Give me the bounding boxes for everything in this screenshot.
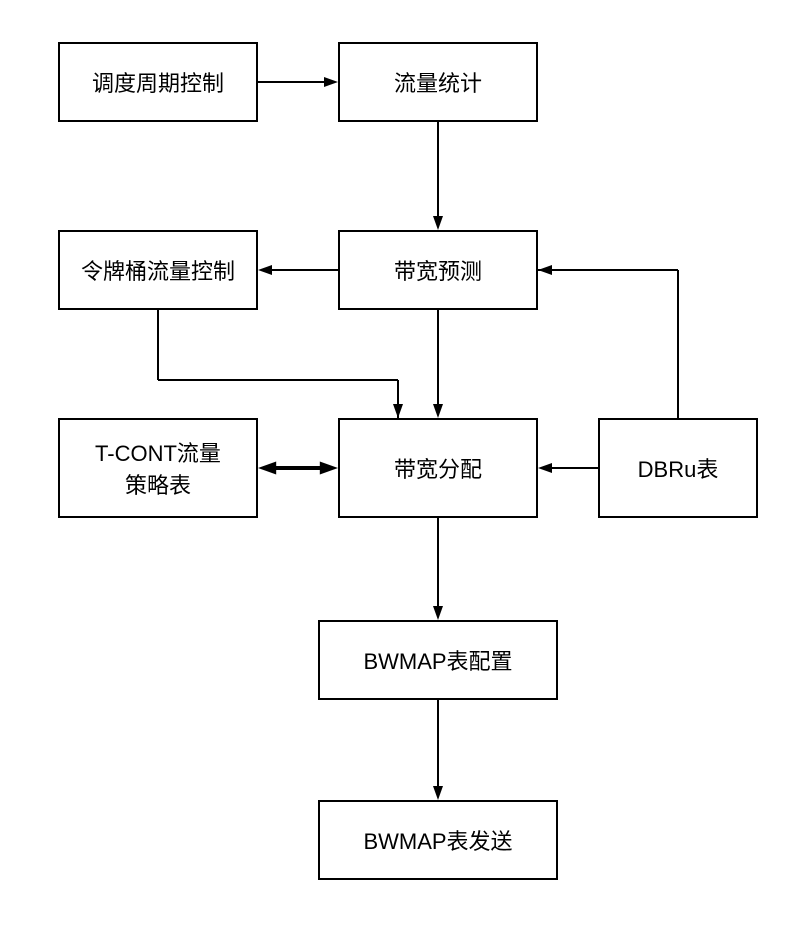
node-label: 带宽预测 bbox=[394, 254, 482, 286]
node-label: 带宽分配 bbox=[394, 452, 482, 484]
node-alloc: 带宽分配 bbox=[338, 418, 538, 518]
node-bwmapsend: BWMAP表发送 bbox=[318, 800, 558, 880]
node-traffic: 流量统计 bbox=[338, 42, 538, 122]
node-label: T-CONT流量 策略表 bbox=[95, 436, 221, 500]
node-tcont: T-CONT流量 策略表 bbox=[58, 418, 258, 518]
node-predict: 带宽预测 bbox=[338, 230, 538, 310]
node-label: BWMAP表配置 bbox=[363, 644, 512, 676]
node-label: DBRu表 bbox=[638, 452, 719, 484]
node-dbru: DBRu表 bbox=[598, 418, 758, 518]
node-label: BWMAP表发送 bbox=[363, 824, 512, 856]
node-token: 令牌桶流量控制 bbox=[58, 230, 258, 310]
node-schedule: 调度周期控制 bbox=[58, 42, 258, 122]
node-label: 调度周期控制 bbox=[92, 66, 224, 98]
node-label: 流量统计 bbox=[394, 66, 482, 98]
node-bwmapcfg: BWMAP表配置 bbox=[318, 620, 558, 700]
node-label: 令牌桶流量控制 bbox=[81, 254, 235, 286]
